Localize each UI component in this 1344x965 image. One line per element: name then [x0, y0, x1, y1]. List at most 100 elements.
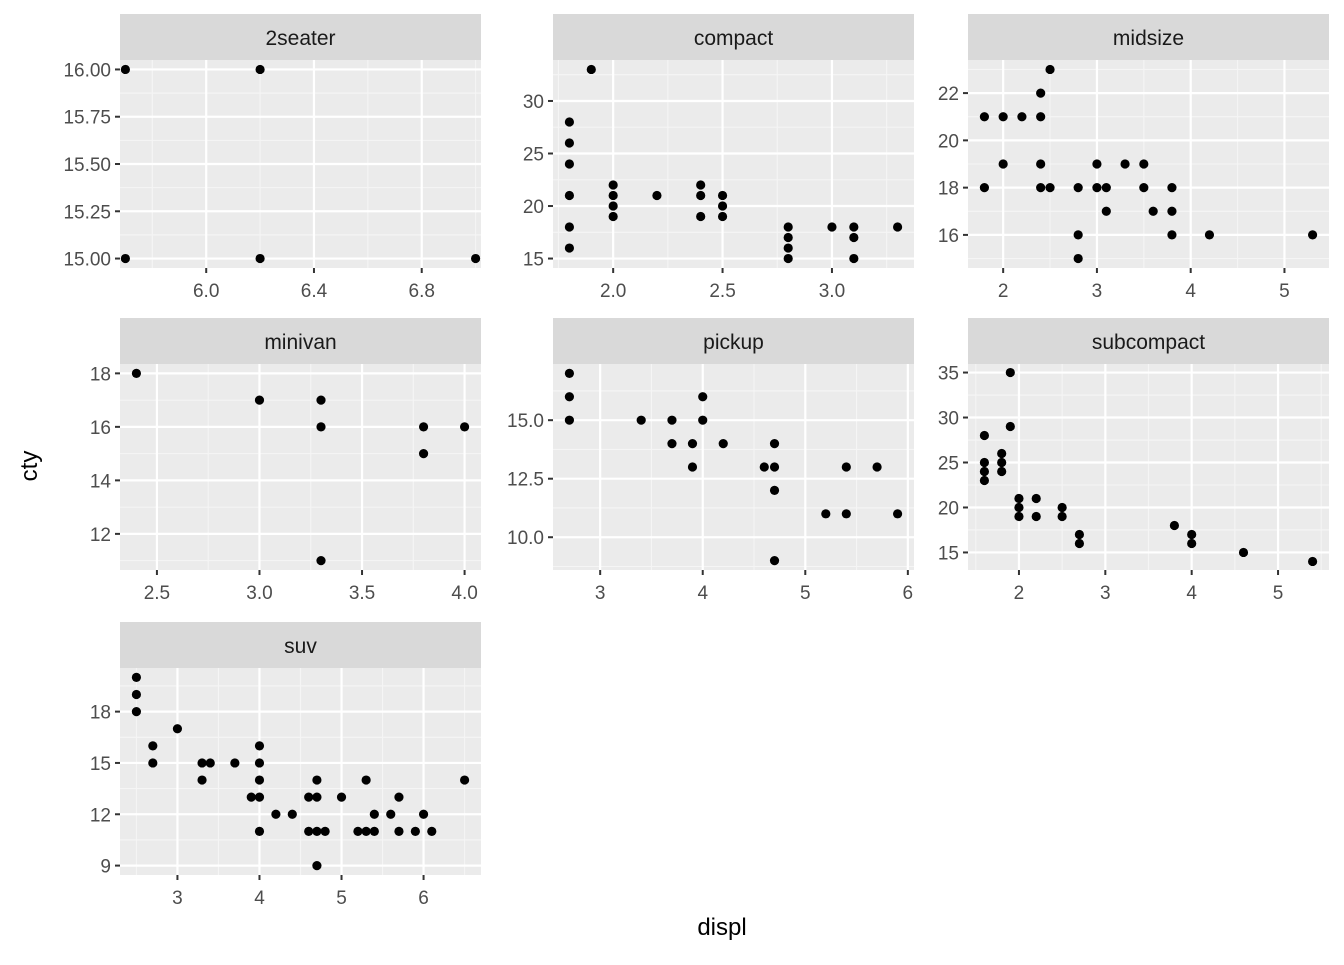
data-point [1045, 183, 1055, 193]
data-point [979, 466, 990, 477]
data-point [120, 253, 130, 264]
data-point [769, 462, 780, 472]
data-point [312, 860, 322, 871]
data-point [841, 509, 851, 519]
data-point [1139, 183, 1149, 193]
facet-strip [553, 14, 914, 60]
data-point [205, 758, 215, 768]
data-point [979, 430, 990, 441]
x-tick-label: 4 [1185, 281, 1196, 302]
data-point [255, 64, 265, 75]
data-point [1073, 230, 1083, 240]
data-point [316, 556, 326, 566]
data-point [312, 775, 322, 785]
y-tick-label: 9 [100, 857, 111, 878]
y-tick-label: 15 [90, 754, 111, 775]
data-point [304, 826, 314, 836]
data-point [564, 243, 575, 253]
y-tick-label: 12 [90, 805, 111, 826]
data-point [717, 211, 728, 222]
data-point [1073, 183, 1083, 193]
data-point [564, 159, 575, 169]
x-tick-label: 3 [595, 583, 606, 604]
data-point [783, 222, 793, 232]
y-tick-label: 15.00 [63, 250, 111, 271]
data-point [131, 689, 142, 700]
data-point [997, 466, 1007, 477]
data-point [892, 222, 903, 232]
data-point [667, 415, 677, 425]
data-point [1307, 230, 1318, 240]
panel-background [553, 60, 914, 268]
data-point [131, 707, 142, 717]
data-point [1167, 206, 1177, 216]
data-point [1014, 502, 1024, 513]
data-point [459, 775, 470, 785]
data-point [841, 462, 851, 472]
facet-strip-label: pickup [703, 331, 764, 354]
x-tick-label: 6.0 [193, 281, 219, 302]
data-point [1204, 230, 1215, 240]
x-tick-label: 5 [1279, 281, 1290, 302]
data-point [1017, 112, 1027, 122]
y-tick-label: 18 [90, 703, 111, 724]
facet-strip [968, 14, 1329, 60]
data-point [120, 64, 130, 75]
y-tick-label: 10.0 [507, 528, 544, 549]
data-point [892, 509, 903, 519]
x-tick-label: 4 [1186, 583, 1197, 604]
data-point [230, 758, 240, 768]
data-point [564, 368, 575, 378]
data-point [849, 232, 859, 243]
data-point [316, 395, 326, 405]
data-point [718, 438, 728, 449]
y-tick-label: 12.5 [507, 470, 544, 491]
data-point [783, 243, 793, 253]
data-point [564, 415, 575, 425]
x-tick-label: 3.0 [819, 281, 845, 302]
data-point [394, 792, 404, 802]
data-point [1036, 88, 1046, 98]
y-tick-label: 15.75 [63, 108, 111, 129]
data-point [1057, 511, 1067, 522]
data-point [717, 190, 728, 201]
data-point [1057, 502, 1067, 513]
data-point [997, 448, 1007, 459]
data-point [586, 64, 596, 75]
data-point [353, 826, 363, 836]
data-point [386, 809, 396, 819]
data-point [287, 809, 297, 819]
x-tick-label: 3 [1100, 583, 1111, 604]
data-point [1167, 183, 1177, 193]
facet-strip-label: suv [284, 635, 317, 658]
x-tick-label: 2 [1014, 583, 1025, 604]
data-point [1092, 183, 1102, 193]
y-tick-label: 15.0 [507, 411, 544, 432]
data-point [246, 792, 256, 802]
data-point [1187, 529, 1197, 540]
facet-panel-suv: suv 3 4 5 6 9 12 15 18 [90, 622, 481, 909]
x-tick-label: 5 [1273, 583, 1284, 604]
data-point [769, 556, 780, 566]
data-point [1031, 511, 1041, 522]
data-point [1073, 253, 1083, 264]
y-tick-label: 15 [523, 250, 544, 271]
data-point [254, 775, 265, 785]
y-tick-label: 14 [90, 471, 112, 492]
x-axis-title: displ [697, 914, 747, 941]
data-point [254, 792, 265, 802]
data-point [131, 672, 142, 683]
x-tick-label: 2.5 [144, 583, 170, 604]
x-tick-label: 3.0 [246, 583, 272, 604]
y-tick-label: 18 [90, 364, 111, 385]
data-point [471, 253, 481, 264]
data-point [148, 741, 158, 751]
x-tick-label: 4 [697, 583, 708, 604]
data-point [687, 438, 698, 449]
data-point [872, 462, 882, 472]
facet-strip-label: midsize [1113, 27, 1184, 50]
data-point [361, 826, 371, 836]
data-point [769, 438, 780, 449]
data-point [821, 509, 831, 519]
